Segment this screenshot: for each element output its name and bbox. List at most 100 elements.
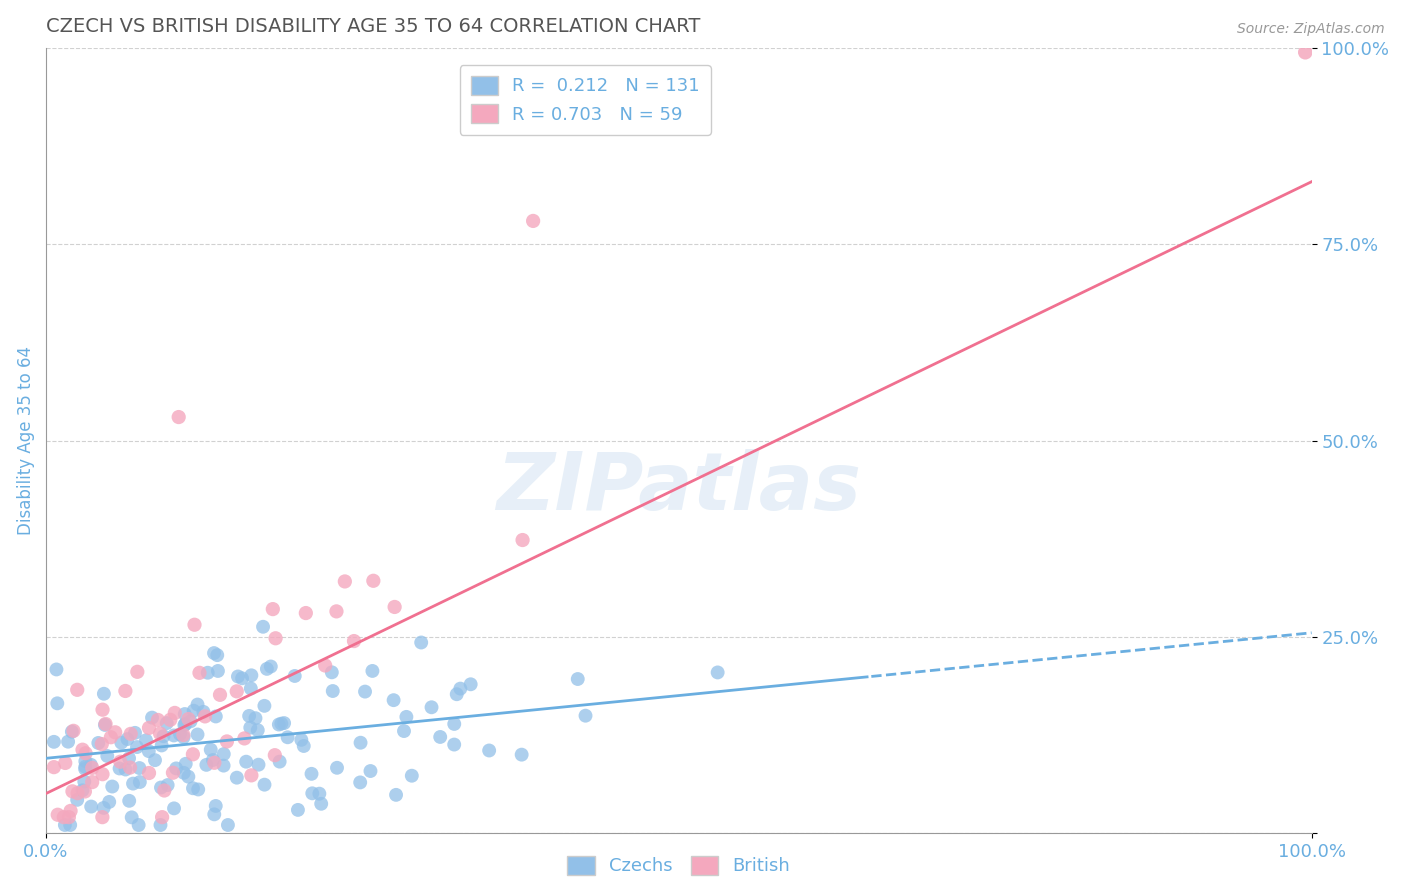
- Point: [127, 665, 149, 679]
- Point: [260, 659, 283, 673]
- Y-axis label: Disability Age 35 to 64: Disability Age 35 to 64: [17, 346, 35, 535]
- Point: [343, 634, 366, 648]
- Point: [118, 794, 141, 808]
- Point: [110, 736, 132, 750]
- Point: [167, 410, 190, 425]
- Point: [46, 807, 69, 822]
- Point: [138, 721, 160, 735]
- Point: [56, 734, 79, 748]
- Point: [226, 669, 249, 683]
- Point: [183, 704, 205, 718]
- Point: [273, 716, 295, 731]
- Point: [246, 723, 269, 738]
- Point: [349, 736, 371, 750]
- Point: [247, 757, 270, 772]
- Point: [292, 739, 315, 753]
- Point: [384, 599, 406, 614]
- Point: [233, 731, 256, 746]
- Point: [110, 755, 132, 769]
- Point: [239, 681, 262, 696]
- Point: [252, 620, 274, 634]
- Point: [150, 810, 173, 824]
- Point: [101, 780, 124, 794]
- Point: [150, 739, 173, 753]
- Point: [309, 797, 332, 811]
- Point: [121, 810, 143, 824]
- Point: [135, 733, 157, 747]
- Point: [93, 801, 115, 815]
- Point: [512, 533, 534, 547]
- Point: [46, 696, 69, 710]
- Point: [217, 818, 239, 832]
- Point: [322, 684, 344, 698]
- Point: [301, 786, 323, 800]
- Point: [149, 818, 172, 832]
- Point: [75, 746, 97, 760]
- Point: [253, 698, 276, 713]
- Point: [94, 718, 117, 732]
- Point: [173, 730, 195, 744]
- Point: [359, 764, 381, 778]
- Point: [574, 708, 596, 723]
- Point: [114, 684, 136, 698]
- Point: [443, 717, 465, 731]
- Point: [66, 786, 89, 800]
- Point: [301, 767, 323, 781]
- Text: Source: ZipAtlas.com: Source: ZipAtlas.com: [1237, 22, 1385, 37]
- Point: [382, 693, 405, 707]
- Point: [122, 776, 145, 790]
- Point: [420, 700, 443, 714]
- Point: [401, 769, 423, 783]
- Point: [187, 782, 209, 797]
- Point: [163, 801, 186, 815]
- Point: [172, 728, 194, 742]
- Point: [117, 732, 139, 747]
- Legend: Czechs, British: Czechs, British: [560, 849, 797, 883]
- Point: [128, 761, 150, 775]
- Point: [62, 723, 84, 738]
- Point: [153, 783, 176, 797]
- Point: [180, 714, 202, 729]
- Point: [333, 574, 356, 589]
- Point: [91, 767, 114, 781]
- Point: [181, 747, 204, 762]
- Point: [59, 804, 82, 818]
- Point: [149, 780, 172, 795]
- Point: [207, 664, 229, 678]
- Point: [510, 747, 533, 762]
- Point: [212, 758, 235, 772]
- Point: [173, 765, 195, 780]
- Point: [200, 742, 222, 756]
- Point: [354, 684, 377, 698]
- Point: [96, 749, 118, 764]
- Point: [478, 743, 501, 757]
- Point: [143, 753, 166, 767]
- Point: [163, 729, 186, 743]
- Point: [195, 757, 218, 772]
- Point: [125, 740, 148, 755]
- Point: [66, 682, 89, 697]
- Point: [75, 760, 97, 774]
- Point: [231, 671, 253, 685]
- Point: [202, 807, 225, 822]
- Point: [238, 709, 260, 723]
- Point: [197, 665, 219, 680]
- Point: [269, 755, 291, 769]
- Point: [156, 716, 179, 731]
- Point: [522, 214, 544, 228]
- Point: [118, 760, 141, 774]
- Point: [156, 778, 179, 792]
- Point: [277, 731, 299, 745]
- Point: [114, 763, 136, 777]
- Point: [162, 765, 184, 780]
- Point: [59, 818, 82, 832]
- Point: [308, 787, 330, 801]
- Point: [177, 770, 200, 784]
- Point: [62, 784, 84, 798]
- Point: [235, 755, 257, 769]
- Point: [128, 818, 150, 832]
- Point: [75, 754, 97, 768]
- Point: [186, 698, 208, 712]
- Point: [225, 684, 247, 698]
- Point: [262, 602, 284, 616]
